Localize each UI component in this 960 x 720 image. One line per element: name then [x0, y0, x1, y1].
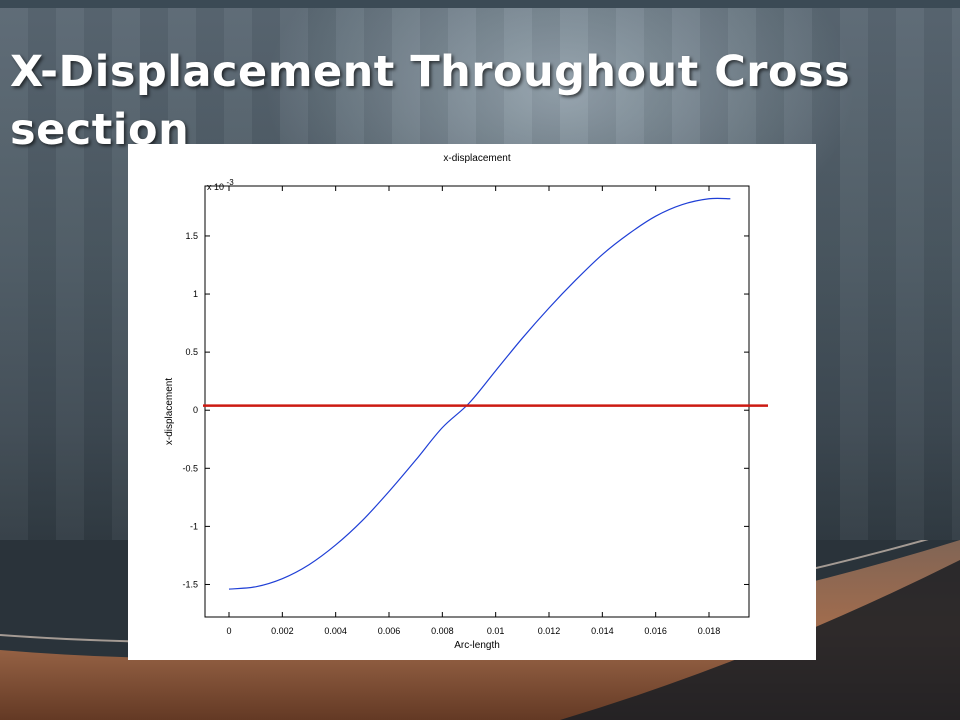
- x-tick-label: 0: [226, 626, 231, 636]
- series-layer: [203, 197, 768, 590]
- y-tick-label: -0.5: [182, 463, 198, 473]
- y-tick-label: 0.5: [185, 347, 198, 357]
- x-tick-label: 0.012: [538, 626, 561, 636]
- x-tick-label: 0.004: [324, 626, 347, 636]
- y-tick-label: 1: [193, 289, 198, 299]
- y-tick-label: 0: [193, 405, 198, 415]
- displacement-curve: [228, 197, 731, 590]
- y-tick-label: 1.5: [185, 231, 198, 241]
- x-axis: 0 0.002 0.004 0.006 0.008 0.01 0.012 0.014 0.016…: [226, 186, 720, 636]
- x-tick-label: 0.006: [378, 626, 401, 636]
- x-displacement-chart: x-displacement 0 0.002 0.004 0.006 0.008 0.01…: [164, 153, 768, 651]
- x-tick-label: 0.002: [271, 626, 294, 636]
- y-axis-label: x-displacement: [164, 378, 175, 445]
- y-axis: -1.5 -1 -0.5 0 0.5 1 1.5: [182, 231, 749, 589]
- x-tick-label: 0.016: [644, 626, 667, 636]
- y-axis-multiplier: x 10 -3: [207, 178, 234, 192]
- x-tick-label: 0.01: [487, 626, 505, 636]
- x-tick-label: 0.008: [431, 626, 454, 636]
- x-axis-label: Arc-length: [454, 640, 500, 651]
- y-axis-multiplier-exponent: -3: [227, 178, 235, 187]
- chart-title: x-displacement: [443, 153, 510, 164]
- y-tick-label: -1: [190, 521, 198, 531]
- x-tick-label: 0.014: [591, 626, 614, 636]
- chart-figure: x-displacement 0 0.002 0.004 0.006 0.008 0.01…: [128, 144, 816, 660]
- x-tick-label: 0.018: [698, 626, 721, 636]
- y-axis-multiplier-base: x 10: [207, 182, 224, 192]
- slide-title: X-Displacement Throughout Cross section: [10, 46, 851, 155]
- plot-area-frame: [204, 185, 750, 618]
- slide-top-bar: [0, 0, 960, 8]
- y-tick-label: -1.5: [182, 579, 198, 589]
